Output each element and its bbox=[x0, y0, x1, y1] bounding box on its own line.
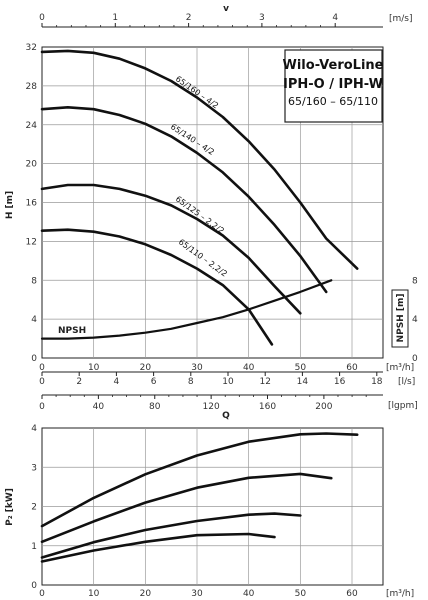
power-tick-label: 4 bbox=[31, 424, 37, 434]
title-line-1: Wilo-VeroLine bbox=[283, 58, 384, 73]
flow-ls-unit-label: [l/s] bbox=[398, 377, 415, 387]
flow-m3h-tick-label: 10 bbox=[88, 363, 100, 373]
power-flow-tick-label: 50 bbox=[295, 589, 307, 599]
head-curve bbox=[40, 183, 302, 315]
velocity-tick-label: 3 bbox=[259, 13, 265, 23]
npsh-axis-label: NPSH [m] bbox=[396, 294, 406, 343]
head-curve bbox=[40, 49, 359, 270]
flow-lgpm-tick-label: 0 bbox=[39, 402, 45, 412]
velocity-tick-label: 4 bbox=[332, 13, 338, 23]
power-tick-label: 1 bbox=[31, 542, 37, 552]
flow-lgpm-tick-label: 80 bbox=[149, 402, 161, 412]
power-flow-tick-label: 20 bbox=[140, 589, 152, 599]
power-flow-tick-label: 30 bbox=[191, 589, 203, 599]
title-line-3: 65/160 – 65/110 bbox=[288, 95, 378, 108]
power-tick-label: 3 bbox=[31, 463, 37, 473]
npsh-tick-label: 8 bbox=[412, 276, 418, 286]
head-tick-label: 16 bbox=[26, 199, 38, 209]
npsh-label-box bbox=[391, 289, 409, 348]
head-axis-label: H [m] bbox=[5, 191, 15, 219]
flow-ls-tick-label: 0 bbox=[39, 377, 45, 387]
head-tick-label: 8 bbox=[31, 276, 37, 286]
flow-lgpm-unit-label: [lgpm] bbox=[388, 401, 418, 411]
head-tick-label: 12 bbox=[26, 237, 37, 247]
flow-ls-tick-label: 6 bbox=[151, 377, 157, 387]
flow-ls-tick-label: 2 bbox=[76, 377, 82, 387]
power-axis-label: P₂ [kW] bbox=[5, 488, 15, 526]
flow-m3h-unit-label: [m³/h] bbox=[386, 363, 414, 373]
flow-m3h-tick-label: 60 bbox=[346, 363, 358, 373]
power-tick-label: 0 bbox=[31, 581, 37, 591]
flow-m3h-tick-label: 30 bbox=[191, 363, 203, 373]
flow-lgpm-tick-label: 120 bbox=[203, 402, 220, 412]
velocity-unit-label: [m/s] bbox=[389, 14, 413, 24]
flow-ls-tick-label: 8 bbox=[188, 377, 194, 387]
head-tick-label: 28 bbox=[26, 82, 38, 92]
flow-m3h-tick-label: 50 bbox=[295, 363, 307, 373]
title-box bbox=[284, 49, 383, 123]
flow-lgpm-tick-label: 160 bbox=[259, 402, 276, 412]
npsh-curve bbox=[40, 279, 333, 340]
power-curve bbox=[40, 512, 302, 559]
npsh-curve-label: NPSH bbox=[58, 326, 86, 336]
flow-ls-tick-label: 16 bbox=[334, 377, 346, 387]
head-tick-label: 4 bbox=[31, 315, 37, 325]
head-tick-label: 20 bbox=[26, 160, 38, 170]
power-flow-tick-label: 10 bbox=[88, 589, 100, 599]
head-tick-label: 0 bbox=[31, 354, 37, 364]
head-curve bbox=[40, 228, 274, 346]
power-flow-unit-label: [m³/h] bbox=[386, 589, 414, 599]
flow-ls-tick-label: 12 bbox=[259, 377, 270, 387]
flow-lgpm-tick-label: 200 bbox=[315, 402, 332, 412]
head-curve bbox=[40, 106, 328, 294]
npsh-tick-label: 4 bbox=[412, 315, 418, 325]
npsh-tick-label: 0 bbox=[412, 354, 418, 364]
flow-m3h-tick-label: 0 bbox=[39, 363, 45, 373]
flow-ls-tick-label: 18 bbox=[371, 377, 383, 387]
velocity-tick-label: 2 bbox=[186, 13, 192, 23]
power-tick-label: 2 bbox=[31, 503, 37, 513]
flow-ls-tick-label: 4 bbox=[114, 377, 120, 387]
velocity-tick-label: 1 bbox=[112, 13, 118, 23]
title-line-2: IPH-O / IPH-W bbox=[283, 77, 383, 92]
flow-m3h-tick-label: 20 bbox=[140, 363, 152, 373]
head-tick-label: 24 bbox=[26, 121, 38, 131]
head-tick-label: 32 bbox=[26, 43, 37, 53]
velocity-axis-label: v bbox=[223, 4, 229, 14]
q-axis-label: Q bbox=[222, 411, 230, 421]
velocity-tick-label: 0 bbox=[39, 13, 45, 23]
power-curve bbox=[40, 432, 359, 528]
flow-ls-tick-label: 14 bbox=[297, 377, 309, 387]
power-curve bbox=[40, 532, 276, 563]
power-flow-tick-label: 60 bbox=[346, 589, 358, 599]
flow-ls-tick-label: 10 bbox=[222, 377, 234, 387]
head-curve-label: 65/125 – 2,2/2 bbox=[174, 194, 226, 235]
power-flow-tick-label: 40 bbox=[243, 589, 255, 599]
power-curve bbox=[40, 472, 333, 544]
flow-lgpm-tick-label: 40 bbox=[93, 402, 105, 412]
flow-m3h-tick-label: 40 bbox=[243, 363, 255, 373]
power-flow-tick-label: 0 bbox=[39, 589, 45, 599]
